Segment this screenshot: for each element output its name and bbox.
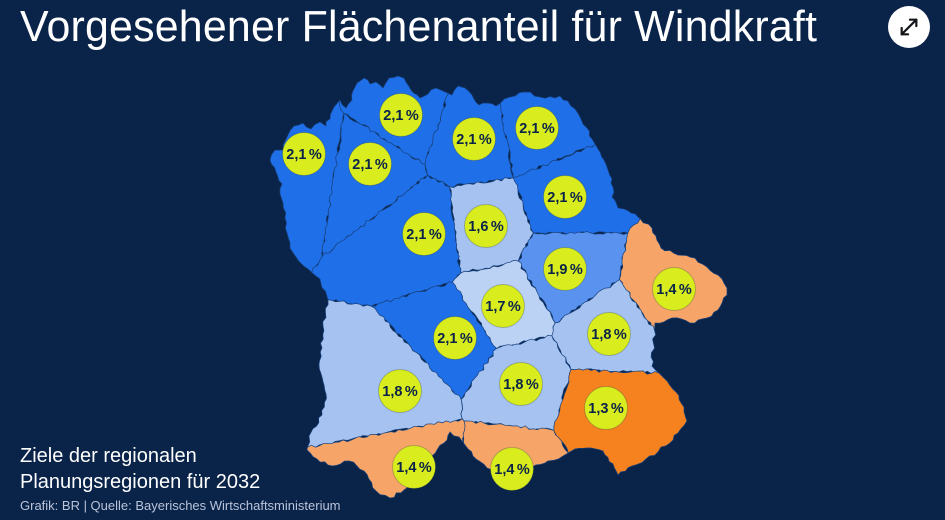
svg-text:1,4 %: 1,4 %: [396, 460, 432, 476]
svg-text:1,7 %: 1,7 %: [485, 299, 521, 315]
svg-text:1,8 %: 1,8 %: [591, 327, 627, 343]
svg-text:2,1 %: 2,1 %: [456, 132, 492, 148]
svg-text:2,1 %: 2,1 %: [547, 190, 583, 206]
svg-text:1,6 %: 1,6 %: [468, 219, 504, 235]
svg-text:2,1 %: 2,1 %: [383, 108, 419, 124]
svg-text:2,1 %: 2,1 %: [437, 331, 473, 347]
svg-text:1,4 %: 1,4 %: [494, 462, 530, 478]
svg-text:2,1 %: 2,1 %: [286, 147, 322, 163]
svg-text:1,4 %: 1,4 %: [656, 282, 692, 298]
svg-text:1,3 %: 1,3 %: [588, 401, 624, 417]
svg-text:2,1 %: 2,1 %: [352, 157, 388, 173]
svg-text:1,8 %: 1,8 %: [503, 377, 539, 393]
svg-text:1,9 %: 1,9 %: [547, 262, 583, 278]
svg-text:1,8 %: 1,8 %: [382, 384, 418, 400]
svg-text:2,1 %: 2,1 %: [406, 227, 442, 243]
svg-text:2,1 %: 2,1 %: [519, 121, 555, 137]
